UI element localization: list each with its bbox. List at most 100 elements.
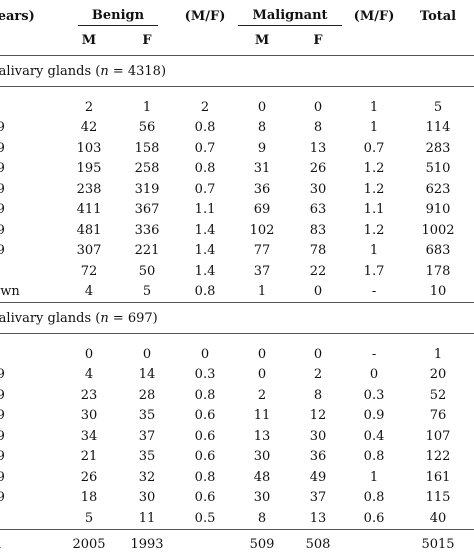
value-cell: 1.2 (363, 161, 385, 177)
value-cell: 13 (253, 428, 271, 444)
value-cell: 0 (200, 346, 210, 362)
value-cell: 37 (138, 428, 156, 444)
value-cell: 102 (249, 222, 275, 238)
value-cell: 1 (369, 120, 379, 136)
value-cell: 683 (425, 243, 451, 259)
value-cell: 5 (84, 510, 94, 526)
header-total: Total (419, 9, 457, 24)
value-cell: 258 (134, 161, 160, 177)
age-group-cell: -19 (0, 367, 5, 383)
table-row: -9 0 0 0 0 0 - 1 (0, 333, 474, 365)
value-cell: 161 (425, 469, 451, 485)
value-cell: 623 (425, 181, 451, 197)
value-cell: 103 (76, 140, 102, 156)
value-cell: 30 (253, 490, 271, 506)
value-cell: 8 (313, 387, 323, 403)
value-cell: 0.3 (363, 387, 385, 403)
value-cell: 367 (134, 202, 160, 218)
age-group-cell: -9 (0, 334, 60, 365)
value-cell: 0 (257, 367, 267, 383)
age-group-cell: + (0, 261, 60, 282)
table-page: (years) Benign (M/F) Malignant (M/F) Tot… (0, 8, 474, 552)
header-malignant-f: F (313, 33, 323, 48)
value-cell: 0.7 (194, 181, 216, 197)
value-cell: 28 (138, 387, 156, 403)
value-cell: 77 (253, 243, 271, 259)
value-cell: 510 (425, 161, 451, 177)
value-cell: 5 (142, 284, 152, 300)
value-cell: 31 (253, 161, 271, 177)
section-header: salivary glands (n = 4318) (0, 55, 474, 87)
value-cell: 78 (309, 243, 327, 259)
value-cell: 32 (138, 469, 156, 485)
value-cell: 35 (138, 408, 156, 424)
value-cell: 20 (429, 367, 447, 383)
age-group-cell: -49 (0, 428, 5, 444)
value-cell: 115 (425, 490, 451, 506)
value-cell: 2 (84, 99, 94, 115)
value-cell: 0.6 (194, 490, 216, 506)
value-cell: 0.6 (194, 408, 216, 424)
age-group-cell: -69 (0, 469, 5, 485)
table-row: -59 411 367 1.1 69 63 1.1 910 (0, 200, 474, 221)
value-cell: 0.9 (363, 408, 385, 424)
value-cell: 0.5 (194, 510, 216, 526)
value-cell: 0.8 (194, 161, 216, 177)
value-cell: 0.7 (194, 140, 216, 156)
value-cell: 12 (309, 408, 327, 424)
value-cell: 481 (76, 222, 102, 238)
value-cell: 52 (429, 387, 447, 403)
section-header: salivary glands (n = 697) (0, 302, 474, 334)
value-cell: 30 (309, 428, 327, 444)
total-value-cell: 1993 (130, 537, 164, 552)
value-cell: 178 (425, 263, 451, 279)
age-group-cell: -39 (0, 161, 5, 177)
value-cell: 0.7 (363, 140, 385, 156)
total-value-cell: 509 (249, 537, 275, 552)
value-cell: 13 (309, 140, 327, 156)
value-cell: 34 (80, 428, 98, 444)
value-cell: 1.1 (363, 202, 385, 218)
age-group-cell: -59 (0, 202, 5, 218)
value-cell: 14 (138, 367, 156, 383)
value-cell: 4 (84, 367, 94, 383)
table-row: -69 26 32 0.8 48 49 1 161 (0, 467, 474, 488)
table-row: -49 34 37 0.6 13 30 0.4 107 (0, 426, 474, 447)
value-cell: 0.8 (194, 387, 216, 403)
table-row: +72 50 1.4 37 22 1.7 178 (0, 261, 474, 282)
table-row: -49 238 319 0.7 36 30 1.2 623 (0, 179, 474, 200)
value-cell: 0.4 (363, 428, 385, 444)
value-cell: 910 (425, 202, 451, 218)
value-cell: 26 (309, 161, 327, 177)
value-cell: 42 (80, 120, 98, 136)
table-row: -9 2 1 2 0 0 1 5 (0, 86, 474, 118)
value-cell: 1 (257, 284, 267, 300)
section-label: salivary glands (n = 4318) (0, 63, 167, 79)
value-cell: 1.4 (194, 263, 216, 279)
value-cell: 0.6 (194, 449, 216, 465)
value-cell: 8 (257, 120, 267, 136)
table-row: -59 21 35 0.6 30 36 0.8 122 (0, 447, 474, 468)
value-cell: 11 (253, 408, 271, 424)
value-cell: 8 (313, 120, 323, 136)
value-cell: 107 (425, 428, 451, 444)
value-cell: 72 (80, 263, 98, 279)
value-cell: - (371, 284, 377, 300)
value-cell: 114 (425, 120, 451, 136)
value-cell: 69 (253, 202, 271, 218)
value-cell: 0.8 (363, 449, 385, 465)
section-label: salivary glands (n = 697) (0, 310, 158, 326)
value-cell: 37 (253, 263, 271, 279)
header-age: (years) (0, 9, 35, 24)
value-cell: 1 (369, 243, 379, 259)
value-cell: 30 (138, 490, 156, 506)
table-row: -79 307 221 1.4 77 78 1 683 (0, 241, 474, 262)
age-group-cell: -29 (0, 140, 5, 156)
value-cell: 35 (138, 449, 156, 465)
value-cell: 1.2 (363, 181, 385, 197)
value-cell: 0.6 (194, 428, 216, 444)
value-cell: 319 (134, 181, 160, 197)
age-group-cell: -19 (0, 120, 5, 136)
value-cell: 4 (84, 284, 94, 300)
